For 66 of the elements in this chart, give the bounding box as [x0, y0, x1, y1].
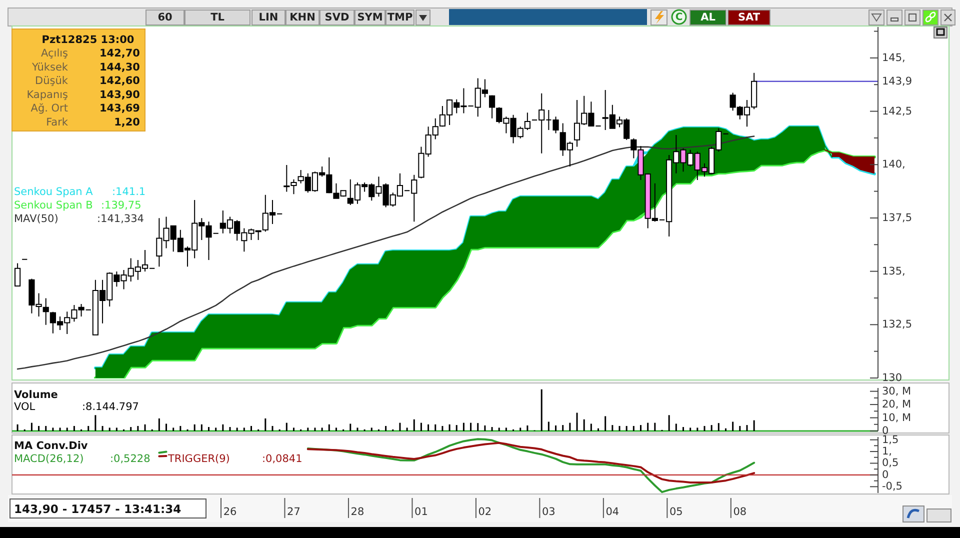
candlestick — [42, 298, 49, 326]
annotation: Düşük — [35, 75, 69, 88]
x-tick-label: 01 — [414, 506, 428, 518]
toolbar-button: TL — [184, 10, 250, 26]
annotation: 144,30 — [99, 61, 140, 74]
text: MACD(26,12) — [14, 453, 84, 465]
y-tick-label: -0,5 — [882, 480, 902, 493]
toolbar-button: SVD — [320, 10, 354, 26]
y-tick-label: 10, M — [882, 412, 912, 424]
annotation: Pzt12825 13:00 — [42, 34, 134, 46]
annotation: 143,69 — [99, 102, 140, 115]
toolbar-button: TMP — [386, 10, 414, 26]
y-tick-label: 0,5 — [882, 457, 899, 470]
text: Senkou Span A — [14, 186, 94, 198]
x-tick-label: 02 — [478, 506, 492, 518]
annotation: 1,20 — [114, 116, 140, 128]
toolbar-button: SYM — [354, 10, 386, 26]
toolbar-button: LIN — [252, 10, 286, 26]
candlestick — [14, 262, 21, 287]
annotation: :141.1 — [112, 186, 146, 198]
toolbar-button: AL — [690, 10, 726, 26]
line-series — [16, 136, 755, 370]
annotation: 142,70 — [99, 48, 140, 60]
y-tick-label: 140, — [882, 158, 906, 171]
chart-title: Volume — [14, 389, 58, 401]
annotation: Açılış — [41, 48, 68, 60]
y-tick-label: 20, M — [882, 398, 912, 411]
annotation: 142,60 — [99, 75, 140, 88]
annotation: Kapanış — [26, 88, 68, 101]
x-tick-label: 27 — [287, 506, 300, 518]
x-tick-label: 05 — [669, 506, 683, 518]
toolbar-button: 60 — [146, 10, 184, 26]
y-tick-label: 142,5 — [882, 105, 912, 118]
annotation: Yüksek — [31, 61, 69, 74]
y-tick-label: 30, M — [882, 385, 912, 398]
y-tick-label: 132,5 — [882, 318, 912, 331]
circle-button: C — [671, 9, 687, 25]
annotation: 143,90 — [99, 88, 140, 101]
y-tick-label: 137,5 — [882, 212, 912, 224]
y-tick-label: 1, — [882, 446, 892, 458]
y-tick-label: 0 — [882, 468, 889, 481]
x-tick-label: 04 — [606, 506, 620, 518]
annotation: :0,0841 — [262, 453, 302, 465]
x-tick-label: 28 — [350, 506, 364, 518]
x-tick-label: 26 — [223, 506, 237, 518]
annotation: Fark — [46, 116, 69, 128]
toolbar-button: SAT — [728, 10, 770, 26]
y-tick-label: 135, — [882, 265, 906, 278]
x-tick-label: 03 — [542, 506, 556, 518]
series-label: VOL — [14, 401, 36, 413]
ref-line-label: 143,9 — [882, 75, 912, 88]
toolbar-button: KHN — [286, 10, 320, 26]
annotation: :0,5228 — [110, 453, 150, 465]
y-tick-label: 130 — [882, 372, 902, 384]
annotation: :8.144.797 — [82, 401, 139, 413]
text: MAV(50) — [14, 213, 58, 225]
annotation: Ağ. Ort — [30, 102, 68, 115]
x-tick-label: 08 — [733, 506, 747, 518]
candlestick — [488, 94, 496, 119]
series-label: TRIGGER(9) — [167, 453, 230, 465]
y-tick-label: 145, — [882, 52, 906, 64]
chart-title: MA Conv.Div — [14, 440, 88, 452]
annotation: :139,75 — [101, 200, 142, 212]
text: 143,90 - 17457 - 13:41:34 — [14, 502, 182, 516]
annotation: :141,334 — [97, 213, 144, 225]
text: Senkou Span B — [14, 200, 93, 212]
